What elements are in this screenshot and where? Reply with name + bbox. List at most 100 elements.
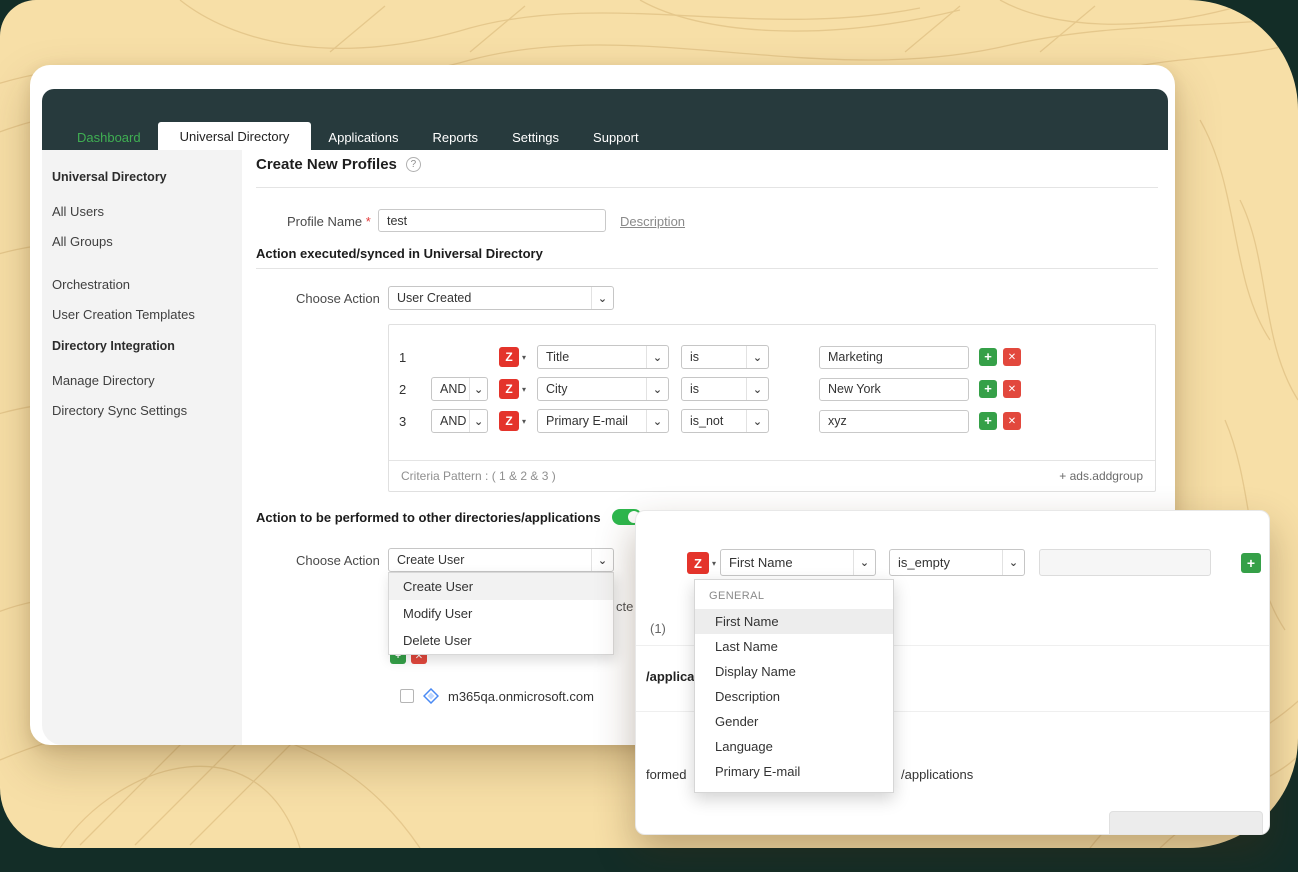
choose-action-label: Choose Action xyxy=(296,291,380,306)
caret-down-icon: ▾ xyxy=(522,384,527,394)
modal-field-value: First Name xyxy=(729,555,793,570)
field-select[interactable]: Title ⌄ xyxy=(537,345,669,369)
modal-action-button[interactable] xyxy=(1109,811,1263,834)
criteria-row-number: 3 xyxy=(399,413,407,429)
choose-action-value: User Created xyxy=(397,291,472,305)
remove-criteria-button[interactable]: ✕ xyxy=(1003,412,1021,430)
choose-action-select-2[interactable]: Create User ⌄ xyxy=(388,548,614,572)
sidebar-item-directory-sync-settings[interactable]: Directory Sync Settings xyxy=(52,403,188,418)
menu-item-modify-user[interactable]: Modify User xyxy=(403,606,473,621)
m365-directory-icon xyxy=(423,688,439,704)
field-option-gender[interactable]: Gender xyxy=(715,714,759,729)
modal-value-input[interactable] xyxy=(1039,549,1211,576)
directory-checkbox[interactable] xyxy=(400,689,414,703)
choose-action-select[interactable]: User Created ⌄ xyxy=(388,286,614,310)
criteria-pattern-text: Criteria Pattern : ( 1 & 2 & 3 ) xyxy=(401,469,556,483)
tab-support[interactable]: Support xyxy=(593,129,639,145)
chevron-down-icon: ⌄ xyxy=(469,378,487,400)
logic-select-value: AND xyxy=(440,382,467,396)
zoho-source-dropdown[interactable]: Z ▾ xyxy=(499,379,533,399)
operator-select-value: is xyxy=(690,382,700,396)
logic-select[interactable]: AND ⌄ xyxy=(431,409,488,433)
criteria-value-input[interactable] xyxy=(819,409,969,433)
obscured-text-left: formed xyxy=(646,767,687,782)
help-icon[interactable]: ? xyxy=(405,157,421,172)
choose-action-label: Choose Action xyxy=(296,553,380,568)
sidebar-item-user-creation-templates[interactable]: User Creation Templates xyxy=(52,307,195,322)
tab-applications[interactable]: Applications xyxy=(328,129,399,145)
operator-select[interactable]: is ⌄ xyxy=(681,377,769,401)
field-option-display-name[interactable]: Display Name xyxy=(715,664,796,679)
chevron-down-icon: ⌄ xyxy=(469,410,487,432)
choose-action-dropdown-menu: Create User Modify User Delete User xyxy=(388,572,614,655)
menu-item-delete-user[interactable]: Delete User xyxy=(403,633,472,648)
operator-select-value: is xyxy=(690,350,700,364)
logic-select[interactable]: AND ⌄ xyxy=(431,377,488,401)
tab-settings[interactable]: Settings xyxy=(512,129,560,145)
divider xyxy=(636,711,1269,712)
description-link[interactable]: Description xyxy=(620,214,686,229)
modal-field-select[interactable]: First Name ⌄ xyxy=(720,549,876,576)
add-group-link[interactable]: + ads.addgroup xyxy=(1059,469,1143,483)
row-marker: (1) xyxy=(650,621,666,636)
top-navigation-bar: Dashboard Universal Directory Applicatio… xyxy=(42,89,1168,150)
chevron-down-icon: ⌄ xyxy=(591,287,613,309)
zoho-source-dropdown[interactable]: Z ▾ xyxy=(499,347,533,367)
ud-section-heading: Action executed/synced in Universal Dire… xyxy=(256,246,543,261)
sidebar-item-manage-directory[interactable]: Manage Directory xyxy=(52,373,155,388)
obscured-text-right: /applications xyxy=(901,767,974,782)
zoho-source-dropdown[interactable]: Z ▾ xyxy=(687,552,721,574)
caret-down-icon: ▾ xyxy=(712,558,717,568)
chevron-down-icon: ⌄ xyxy=(646,346,668,368)
zoho-icon: Z xyxy=(499,379,519,399)
field-option-first-name[interactable]: First Name xyxy=(695,609,893,634)
modal-operator-select[interactable]: is_empty ⌄ xyxy=(889,549,1025,576)
sidebar-section-directory-integration: Directory Integration xyxy=(52,339,175,353)
field-option-description[interactable]: Description xyxy=(715,689,781,704)
field-option-last-name[interactable]: Last Name xyxy=(715,639,778,654)
criteria-builder: 1 Z ▾ Title ⌄ is ⌄ + xyxy=(388,324,1156,492)
field-option-language[interactable]: Language xyxy=(715,739,773,754)
sidebar-item-all-groups[interactable]: All Groups xyxy=(52,234,113,249)
modal-add-criteria-button[interactable]: + xyxy=(1241,553,1261,573)
criteria-row-number: 2 xyxy=(399,381,407,397)
chevron-down-icon: ⌄ xyxy=(853,550,875,575)
criteria-row-number: 1 xyxy=(399,349,407,365)
remove-criteria-button[interactable]: ✕ xyxy=(1003,380,1021,398)
tab-reports[interactable]: Reports xyxy=(432,129,479,145)
menu-item-create-user[interactable]: Create User xyxy=(389,573,613,600)
sidebar-section-universal-directory: Universal Directory xyxy=(52,170,167,184)
app-window: Dashboard Universal Directory Applicatio… xyxy=(30,65,1175,745)
chevron-down-icon: ⌄ xyxy=(746,378,768,400)
remove-criteria-button[interactable]: ✕ xyxy=(1003,348,1021,366)
criteria-value-input[interactable] xyxy=(819,377,969,401)
field-option-primary-email[interactable]: Primary E-mail xyxy=(715,764,801,779)
profile-name-input[interactable] xyxy=(378,209,606,232)
sidebar-item-all-users[interactable]: All Users xyxy=(52,204,105,219)
criteria-row: 2 AND ⌄ Z ▾ City ⌄ is ⌄ xyxy=(389,377,1021,401)
field-select-value: Title xyxy=(546,350,570,364)
criteria-footer: Criteria Pattern : ( 1 & 2 & 3 ) + ads.a… xyxy=(389,460,1155,491)
operator-select[interactable]: is_not ⌄ xyxy=(681,409,769,433)
field-group-label: GENERAL xyxy=(709,590,765,602)
criteria-modal: Z ▾ First Name ⌄ is_empty ⌄ + (1) /appli… xyxy=(635,510,1270,835)
field-select[interactable]: City ⌄ xyxy=(537,377,669,401)
apps-section-heading: Action to be performed to other director… xyxy=(256,509,601,525)
chevron-down-icon: ⌄ xyxy=(591,549,613,571)
operator-select-value: is_not xyxy=(690,414,724,428)
criteria-value-input[interactable] xyxy=(819,345,969,369)
zoho-source-dropdown[interactable]: Z ▾ xyxy=(499,411,533,431)
directory-row: m365qa.onmicrosoft.com xyxy=(400,688,594,704)
sidebar-item-orchestration[interactable]: Orchestration xyxy=(52,277,131,292)
tab-universal-directory[interactable]: Universal Directory xyxy=(157,122,312,150)
chevron-down-icon: ⌄ xyxy=(746,410,768,432)
add-criteria-button[interactable]: + xyxy=(979,412,997,430)
add-criteria-button[interactable]: + xyxy=(979,380,997,398)
operator-select[interactable]: is ⌄ xyxy=(681,345,769,369)
add-criteria-button[interactable]: + xyxy=(979,348,997,366)
field-select[interactable]: Primary E-mail ⌄ xyxy=(537,409,669,433)
nav-tabs: Dashboard Universal Directory Applicatio… xyxy=(42,122,1168,150)
tab-dashboard[interactable]: Dashboard xyxy=(77,129,141,145)
required-asterisk: * xyxy=(365,214,371,229)
directory-name: m365qa.onmicrosoft.com xyxy=(448,688,594,704)
